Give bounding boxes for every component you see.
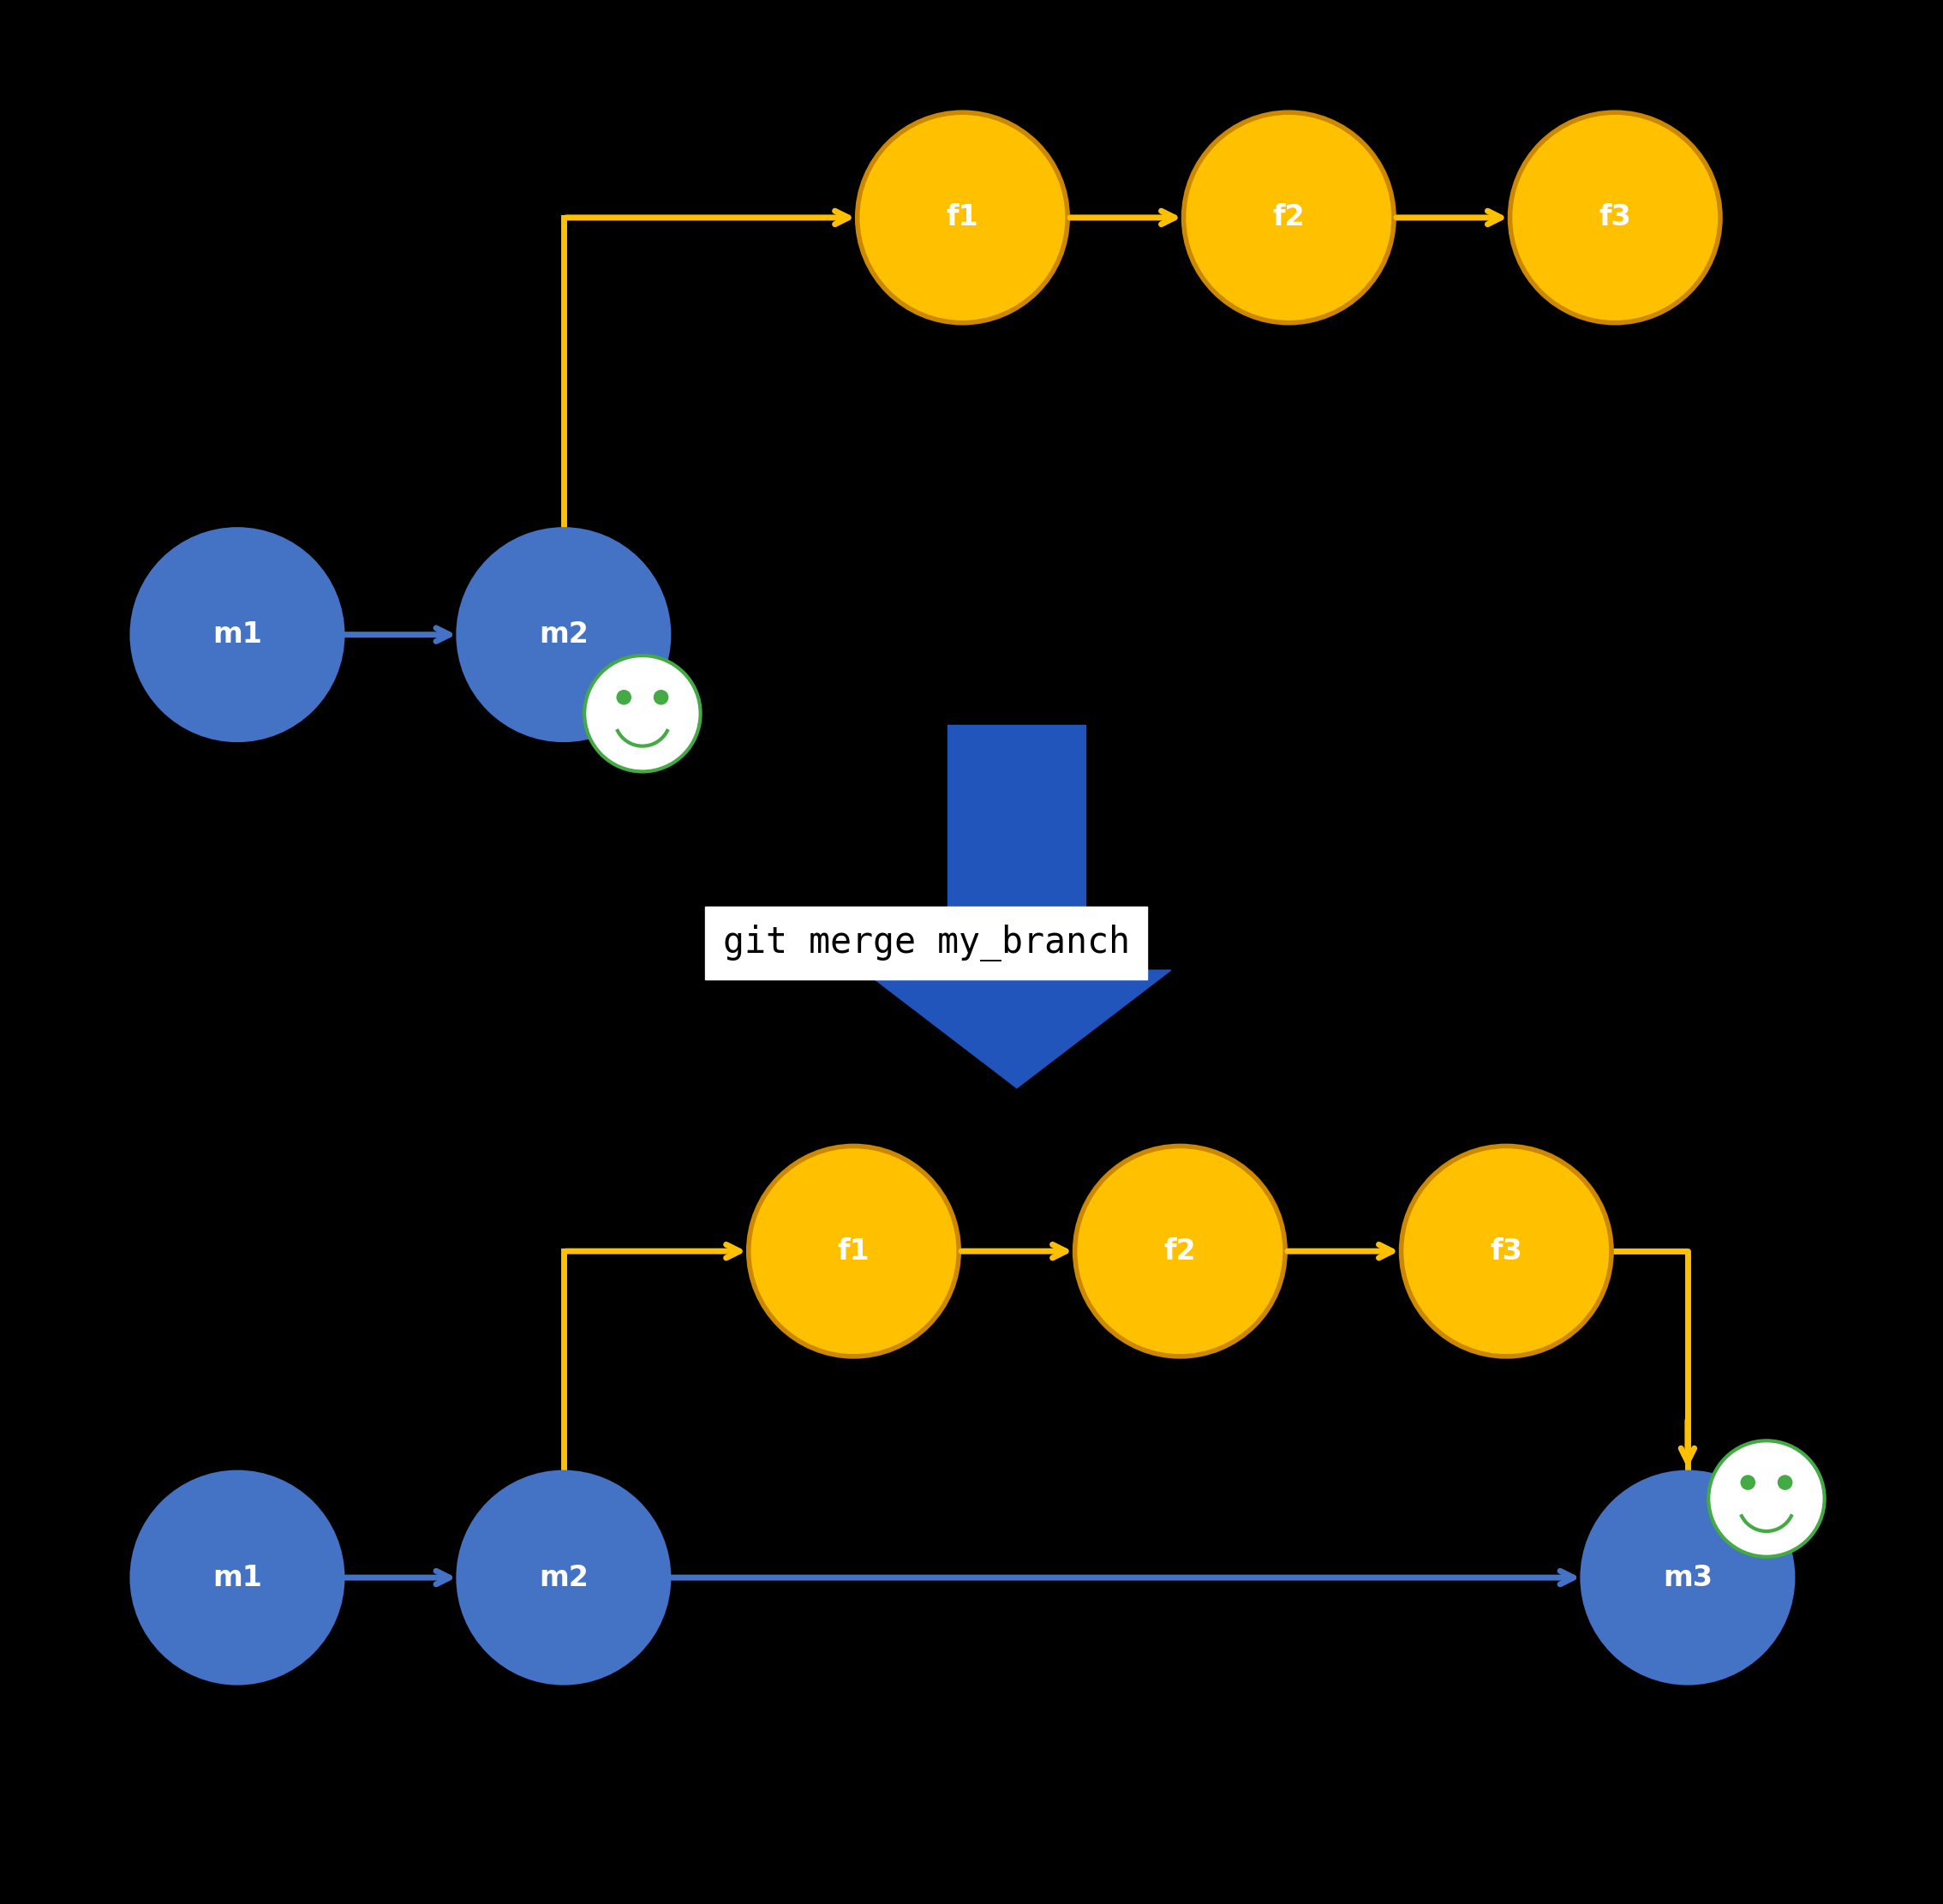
- Circle shape: [132, 1472, 342, 1683]
- Circle shape: [132, 529, 342, 741]
- Text: f3: f3: [1599, 204, 1632, 232]
- Circle shape: [1183, 112, 1393, 324]
- Circle shape: [459, 529, 668, 741]
- Circle shape: [1401, 1146, 1611, 1356]
- Text: m2: m2: [538, 621, 589, 649]
- Text: m1: m1: [212, 1563, 262, 1592]
- Polygon shape: [863, 971, 1172, 1087]
- Text: f1: f1: [837, 1238, 870, 1266]
- Text: m1: m1: [212, 621, 262, 649]
- Circle shape: [1582, 1472, 1793, 1683]
- Circle shape: [748, 1146, 958, 1356]
- Text: m3: m3: [1663, 1563, 1712, 1592]
- Text: git merge my_branch: git merge my_branch: [723, 925, 1129, 962]
- Circle shape: [1510, 112, 1720, 324]
- Bar: [948, 725, 1086, 971]
- Text: m2: m2: [538, 1563, 589, 1592]
- Text: f3: f3: [1490, 1238, 1523, 1266]
- Circle shape: [616, 689, 631, 704]
- Circle shape: [1074, 1146, 1284, 1356]
- Text: f2: f2: [1273, 204, 1306, 232]
- Circle shape: [1708, 1441, 1824, 1557]
- Text: f1: f1: [946, 204, 979, 232]
- Circle shape: [459, 1472, 668, 1683]
- Circle shape: [1741, 1476, 1755, 1491]
- Circle shape: [857, 112, 1067, 324]
- Text: f2: f2: [1164, 1238, 1197, 1266]
- Circle shape: [585, 655, 701, 771]
- Circle shape: [1778, 1476, 1793, 1491]
- Circle shape: [653, 689, 668, 704]
